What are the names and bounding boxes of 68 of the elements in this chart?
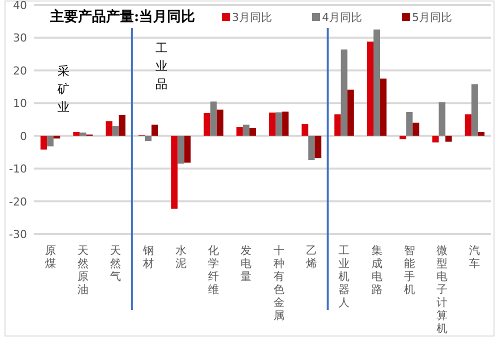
bar xyxy=(216,110,224,136)
bar xyxy=(302,124,308,136)
bar xyxy=(152,124,158,136)
x-tick-label: 乙烯 xyxy=(306,244,317,270)
bar xyxy=(144,136,152,142)
bar xyxy=(171,136,178,209)
annotation: 工业品 xyxy=(155,41,168,91)
bar xyxy=(464,114,472,136)
bar xyxy=(242,124,250,136)
x-tick-label: 汽车 xyxy=(469,244,480,270)
x-tick-label: 钢材 xyxy=(142,244,154,270)
bar xyxy=(314,136,322,158)
x-tick-label: 工业机器人 xyxy=(338,244,350,309)
y-tick-label: 30 xyxy=(13,32,27,45)
x-tick-label: 智能手机 xyxy=(404,244,415,296)
bar xyxy=(204,112,210,136)
chart-title: 主要产品产量:当月同比 xyxy=(49,8,196,25)
bar xyxy=(334,114,341,136)
bar xyxy=(400,136,406,140)
bar xyxy=(432,136,439,142)
bar xyxy=(184,136,191,163)
bar xyxy=(276,112,282,136)
bar xyxy=(236,127,243,136)
bar xyxy=(80,132,86,136)
bar xyxy=(112,126,119,136)
legend-label: 5月同比 xyxy=(412,11,452,24)
bar xyxy=(54,136,60,138)
bar xyxy=(106,121,112,136)
bar xyxy=(269,112,276,136)
bar xyxy=(210,102,217,136)
legend-label: 4月同比 xyxy=(322,11,362,24)
x-tick-label: 水泥 xyxy=(175,244,186,270)
bar xyxy=(347,90,354,136)
y-tick-label: 10 xyxy=(13,97,27,110)
bar xyxy=(40,136,48,150)
bar xyxy=(380,78,387,136)
y-tick-label: -20 xyxy=(9,195,27,208)
bar xyxy=(249,128,256,136)
y-tick-label: 20 xyxy=(13,64,27,78)
bar xyxy=(73,132,80,136)
bar xyxy=(471,84,478,136)
bar xyxy=(406,112,413,136)
y-tick-label: -30 xyxy=(9,228,27,241)
x-tick-label: 天然原油 xyxy=(77,244,88,296)
bar xyxy=(445,136,452,142)
bar xyxy=(366,42,374,136)
bar xyxy=(178,136,184,164)
bar xyxy=(47,136,54,146)
x-tick-label: 原煤 xyxy=(44,244,56,270)
legend-label: 3月同比 xyxy=(232,11,272,24)
y-tick-label: 40 xyxy=(13,0,27,12)
bar xyxy=(118,114,126,136)
y-tick-label: 0 xyxy=(20,130,27,143)
bar xyxy=(282,112,289,136)
x-tick-label: 集成电路 xyxy=(371,244,382,296)
x-tick-label: 化学纤维 xyxy=(208,244,220,296)
x-tick-label: 发电量 xyxy=(240,244,252,283)
bar xyxy=(308,136,315,160)
annotation: 采矿业 xyxy=(56,64,70,114)
bar xyxy=(340,49,348,136)
bar xyxy=(478,132,484,136)
y-tick-label: -10 xyxy=(9,162,27,176)
x-tick-label: 天然气 xyxy=(110,244,122,283)
bar xyxy=(438,102,446,136)
bar xyxy=(373,30,380,136)
x-tick-label: 微型电子计算机 xyxy=(436,244,448,335)
bar xyxy=(412,122,420,136)
x-tick-label: 十种有色金属 xyxy=(273,244,284,322)
